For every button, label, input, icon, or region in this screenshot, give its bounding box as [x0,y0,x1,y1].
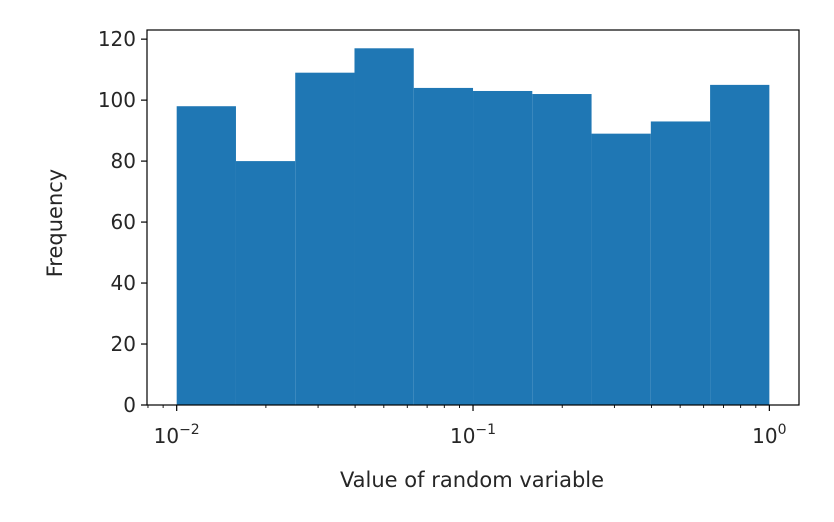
y-tick-label: 60 [111,210,136,234]
y-tick-label: 120 [98,27,136,51]
x-tick-label: 10−1 [450,422,496,448]
y-axis-label: Frequency [43,169,67,278]
histogram-bar-6 [473,90,533,405]
histogram-bar-9 [650,121,711,406]
histogram-bar-8 [591,133,651,405]
bars-layer [176,48,770,406]
histogram-bar-7 [532,94,592,406]
y-tick-label: 20 [111,332,136,356]
y-tick-label: 0 [123,393,136,417]
x-axis-label: Value of random variable [340,468,604,492]
histogram-bar-2 [235,161,296,405]
histogram-bar-5 [413,87,474,406]
histogram-bar-1 [176,106,236,405]
histogram-bar-3 [295,72,355,406]
x-tick-label: 100 [752,422,786,448]
histogram-bar-4 [354,48,414,405]
x-tick-label: 10−2 [154,422,200,448]
histogram-bar-10 [710,84,770,405]
ticks-layer: 0 20 40 60 80 100 120 10−2 10−1 100 [98,27,787,448]
y-tick-label: 40 [111,271,136,295]
y-tick-label: 80 [111,149,136,173]
y-tick-label: 100 [98,88,136,112]
